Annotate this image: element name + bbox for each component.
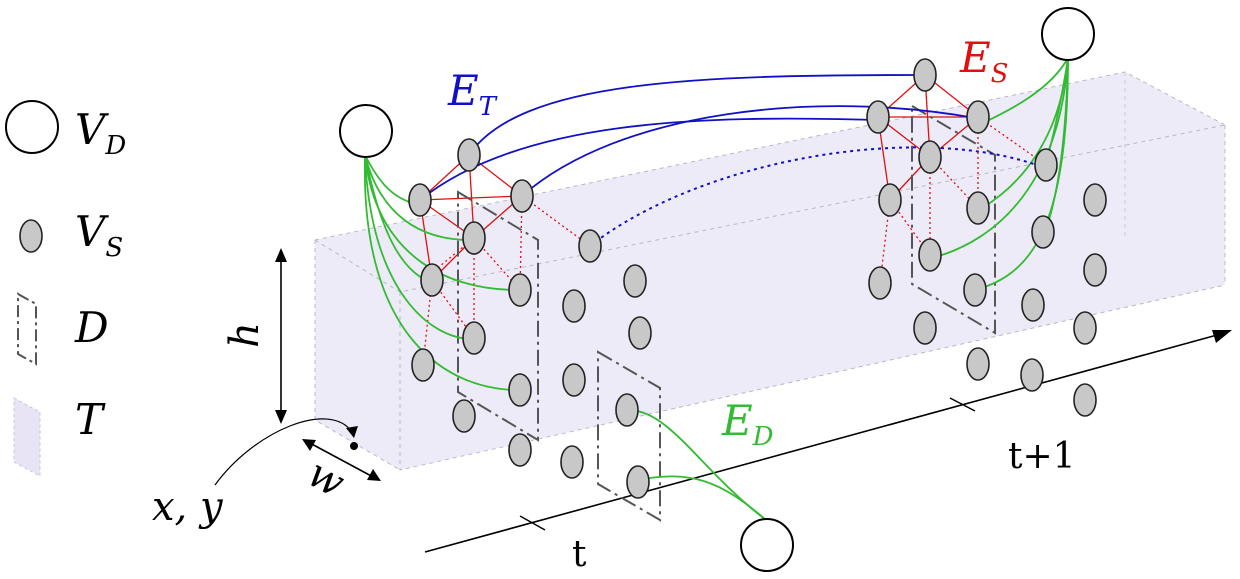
spatial-node xyxy=(626,465,650,499)
detection-box-right xyxy=(911,104,996,335)
spatial-node xyxy=(1073,383,1097,417)
spatial-node xyxy=(1031,215,1055,249)
spatial-node xyxy=(1020,358,1044,392)
spatial-node xyxy=(866,100,890,134)
spatial-node xyxy=(560,445,584,479)
detection-boxes xyxy=(457,104,996,522)
spatial-node xyxy=(1073,311,1097,345)
spatial-node xyxy=(1034,148,1058,182)
legend-spatial-node-icon xyxy=(19,219,43,253)
spatial-node xyxy=(878,183,902,217)
spatial-edge-label: ES xyxy=(959,33,1008,89)
detection-edge-label: ED xyxy=(721,396,774,452)
spatial-node xyxy=(420,263,444,297)
spatial-node xyxy=(1083,183,1107,217)
legend-detection-box-icon xyxy=(17,292,37,366)
legend-detection-node-icon xyxy=(5,100,59,154)
detection-box-bottom xyxy=(597,350,661,522)
time-axis xyxy=(424,330,1232,553)
spatial-node xyxy=(628,316,652,350)
spatial-node xyxy=(408,183,432,217)
spatial-node xyxy=(623,264,647,298)
dimension-arrows xyxy=(214,248,381,486)
spatial-nodes xyxy=(408,58,1107,499)
spatial-node xyxy=(1083,253,1107,287)
spatial-node xyxy=(918,238,942,272)
spatial-node xyxy=(462,221,486,255)
spatial-node xyxy=(462,321,486,355)
detection-nodes xyxy=(339,7,1095,572)
spatial-node xyxy=(508,273,532,307)
legend-detection-box-label: D xyxy=(74,303,109,352)
spatial-node xyxy=(966,100,990,134)
spatial-node xyxy=(1021,288,1045,322)
spatial-node xyxy=(411,348,435,382)
legend-spatial-node-label: VS xyxy=(75,207,123,263)
spatial-node xyxy=(966,347,990,381)
time-t1-label: t+1 xyxy=(1008,436,1076,477)
spatial-node xyxy=(868,266,892,300)
spatial-node xyxy=(562,363,586,397)
spatial-node xyxy=(508,433,532,467)
detection-node-bottom xyxy=(740,518,794,572)
spatial-node xyxy=(508,373,532,407)
spatial-node xyxy=(452,399,476,433)
spatial-node xyxy=(963,273,987,307)
position-label: x, y xyxy=(152,484,224,530)
temporal-edges xyxy=(419,74,1046,247)
detection-node-top-right xyxy=(1041,7,1095,61)
spatial-node xyxy=(913,311,937,345)
detection-box-left xyxy=(457,190,539,442)
legend-tracklet-volume-label: T xyxy=(75,395,106,444)
width-label: w xyxy=(300,450,352,507)
temporal-edge-label: ET xyxy=(447,66,498,122)
spatial-node xyxy=(913,58,937,92)
legend-tracklet-volume-icon xyxy=(13,397,41,477)
spatial-node xyxy=(578,229,602,263)
spatial-node xyxy=(966,191,990,225)
detection-node-left xyxy=(339,104,393,158)
height-label: h xyxy=(222,322,268,348)
spatial-node xyxy=(615,393,639,427)
legend-detection-node-label: VD xyxy=(75,105,126,161)
spatial-node xyxy=(562,289,586,323)
spatial-node xyxy=(457,138,481,172)
spatial-node xyxy=(510,179,534,213)
spatial-node xyxy=(918,140,942,174)
legend: VD VS D T xyxy=(5,100,126,477)
time-t-label: t xyxy=(572,534,587,575)
